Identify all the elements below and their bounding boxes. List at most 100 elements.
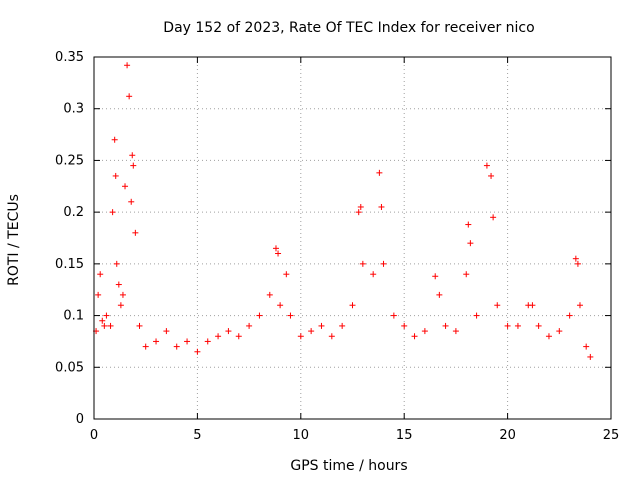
data-point xyxy=(283,271,290,278)
data-point xyxy=(99,317,106,324)
y-axis-title: ROTI / TECUs xyxy=(6,194,22,286)
data-point xyxy=(277,302,284,309)
data-point xyxy=(421,328,428,335)
y-tick-label: 0.3 xyxy=(63,102,84,117)
data-point xyxy=(432,273,439,280)
data-point xyxy=(467,240,474,247)
data-point xyxy=(275,250,282,257)
y-tick-label: 0 xyxy=(76,412,84,427)
x-tick-label: 20 xyxy=(499,428,516,443)
data-point xyxy=(204,338,211,345)
data-point xyxy=(488,172,495,179)
data-point xyxy=(583,343,590,350)
data-point xyxy=(142,343,149,350)
data-point xyxy=(95,291,102,298)
data-point xyxy=(113,260,120,267)
x-tick-label: 25 xyxy=(603,428,620,443)
data-point xyxy=(129,152,136,159)
data-point xyxy=(442,322,449,329)
data-point xyxy=(463,271,470,278)
data-point xyxy=(566,312,573,319)
data-point xyxy=(112,172,119,179)
data-point xyxy=(119,291,126,298)
data-point xyxy=(587,353,594,360)
data-point xyxy=(111,136,118,143)
data-point xyxy=(359,260,366,267)
data-point xyxy=(576,302,583,309)
data-point xyxy=(97,271,104,278)
data-point xyxy=(390,312,397,319)
data-point xyxy=(124,62,131,69)
data-point xyxy=(357,203,364,210)
chart-title: Day 152 of 2023, Rate Of TEC Index for r… xyxy=(163,20,534,36)
data-point xyxy=(436,291,443,298)
data-point xyxy=(465,221,472,228)
data-point xyxy=(328,333,335,340)
y-tick-labels: 0 0.05 0.1 0.15 0.2 0.25 0.3 0.35 xyxy=(55,50,84,427)
data-point xyxy=(163,328,170,335)
data-point xyxy=(378,203,385,210)
data-point xyxy=(483,162,490,169)
data-point xyxy=(103,312,110,319)
data-point xyxy=(380,260,387,267)
data-point xyxy=(173,343,180,350)
data-point xyxy=(153,338,160,345)
x-tick-label: 5 xyxy=(193,428,201,443)
plot-frame xyxy=(93,56,612,420)
data-point xyxy=(107,322,114,329)
y-tick-label: 0.35 xyxy=(55,50,84,65)
x-tick-label: 15 xyxy=(396,428,413,443)
data-point xyxy=(490,214,497,221)
y-tick-label: 0.25 xyxy=(55,153,84,168)
data-point xyxy=(215,333,222,340)
data-point xyxy=(136,322,143,329)
x-tick-labels: 0 5 10 15 20 25 xyxy=(90,428,619,443)
data-point xyxy=(287,312,294,319)
data-point xyxy=(376,169,383,176)
data-point xyxy=(411,333,418,340)
data-point xyxy=(556,328,563,335)
data-point xyxy=(349,302,356,309)
data-point xyxy=(308,328,315,335)
x-tick-label: 10 xyxy=(293,428,310,443)
data-point xyxy=(494,302,501,309)
data-point xyxy=(225,328,232,335)
data-points xyxy=(93,62,594,360)
data-point xyxy=(370,271,377,278)
data-point xyxy=(115,281,122,288)
data-point xyxy=(401,322,408,329)
data-point xyxy=(132,229,139,236)
data-point xyxy=(194,348,201,355)
data-point xyxy=(529,302,536,309)
data-point xyxy=(339,322,346,329)
y-tick-label: 0.1 xyxy=(63,309,84,324)
grid-lines xyxy=(94,57,611,419)
data-point xyxy=(246,322,253,329)
y-tick-label: 0.05 xyxy=(55,360,84,375)
y-tick-label: 0.15 xyxy=(55,257,84,272)
y-tick-label: 0.2 xyxy=(63,205,84,220)
data-point xyxy=(473,312,480,319)
data-point xyxy=(122,183,129,190)
data-point xyxy=(504,322,511,329)
data-point xyxy=(126,93,133,100)
data-point xyxy=(128,198,135,205)
data-point xyxy=(318,322,325,329)
data-point xyxy=(235,333,242,340)
data-point xyxy=(297,333,304,340)
data-point xyxy=(514,322,521,329)
data-point xyxy=(256,312,263,319)
axis-ticks xyxy=(93,56,612,420)
data-point xyxy=(355,209,362,216)
data-point xyxy=(452,328,459,335)
data-point xyxy=(572,255,579,262)
data-point xyxy=(545,333,552,340)
data-point xyxy=(266,291,273,298)
data-point xyxy=(117,302,124,309)
x-axis-title: GPS time / hours xyxy=(290,458,407,474)
data-point xyxy=(109,209,116,216)
x-tick-label: 0 xyxy=(90,428,98,443)
data-point xyxy=(272,245,279,252)
data-point xyxy=(130,162,137,169)
